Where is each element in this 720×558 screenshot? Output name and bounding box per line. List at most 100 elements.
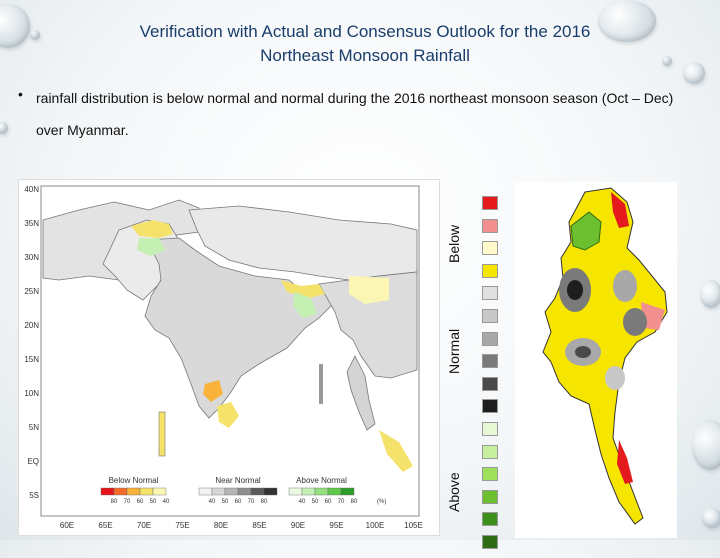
below-normal-region-northeast [611, 192, 629, 228]
slide-title: Verification with Actual and Consensus O… [60, 20, 670, 68]
category-color-swatch [482, 354, 498, 369]
below-normal-legend-tick: 80 [111, 499, 118, 505]
category-label-below: Below [446, 224, 462, 263]
andaman-islands [319, 364, 323, 404]
near-normal-legend-swatch [211, 487, 226, 496]
category-label-above: Above [446, 472, 462, 512]
below-normal-legend-tick: 50 [150, 499, 157, 505]
normal-region-south [605, 366, 625, 390]
latitude-tick-label: 5S [29, 491, 39, 500]
category-color-swatch [482, 241, 498, 256]
latitude-tick-label: 35N [24, 219, 39, 228]
longitude-tick-label: 75E [175, 521, 189, 530]
myanmar-outline [542, 187, 668, 525]
longitude-tick-label: 65E [98, 521, 112, 530]
below-normal-patch-southeast [349, 276, 389, 304]
water-drop-decoration [0, 4, 30, 48]
category-color-swatch [482, 286, 498, 301]
near-normal-legend-tick: 80 [261, 499, 268, 505]
above-normal-legend-swatch [301, 487, 316, 496]
latitude-tick-label: 25N [24, 287, 39, 296]
above-normal-legend-swatch [327, 487, 342, 496]
above-normal-region-north [570, 211, 602, 251]
above-normal-legend-tick: 70 [338, 499, 345, 505]
category-color-swatch [482, 467, 498, 482]
near-normal-legend-swatch [263, 487, 278, 496]
myanmar-rainfall-map [515, 182, 677, 538]
category-color-swatch [482, 196, 498, 210]
longitude-tick-label: 90E [291, 521, 305, 530]
below-normal-legend-swatch [113, 487, 128, 496]
below-normal-region-east [641, 302, 665, 330]
below-normal-patch-east [281, 280, 325, 298]
normal-region-central [613, 270, 637, 302]
category-color-swatch [482, 512, 498, 527]
category-label-normal: Normal [446, 328, 462, 374]
category-color-swatch [482, 489, 498, 504]
latitude-tick-label: 20N [24, 321, 39, 330]
above-normal-legend-tick: 60 [325, 499, 332, 505]
longitude-tick-label: 85E [252, 521, 266, 530]
near-normal-legend-swatch [237, 487, 252, 496]
longitude-tick-label: 70E [137, 521, 151, 530]
normal-core-southwest [575, 346, 591, 358]
below-normal-patch-south-india [203, 380, 223, 402]
longitude-tick-label: 80E [214, 521, 228, 530]
slide-title-line-1: Verification with Actual and Consensus O… [139, 22, 591, 41]
below-normal-legend-tick: 60 [137, 499, 144, 505]
water-drop-decoration [0, 122, 8, 134]
below-normal-region-south [617, 440, 633, 484]
near-normal-legend-tick: 50 [222, 499, 229, 505]
category-color-swatch [482, 444, 498, 459]
water-drop-decoration [598, 0, 656, 42]
above-normal-legend-swatch [314, 487, 329, 496]
latitude-tick-label: EQ [27, 457, 39, 466]
above-normal-legend-tick: 80 [351, 499, 358, 505]
normal-core-west [567, 280, 583, 300]
below-normal-legend-swatch [152, 487, 167, 496]
south-asia-rainfall-map: 40N 35N 30N 25N 20N 15N 10N 5N EQ 5S 60E 65E 70E 75E… [18, 179, 440, 536]
myanmar-map-figure [542, 187, 668, 525]
legend-unit-label: (%) [377, 499, 386, 505]
above-normal-legend-tick: 50 [312, 499, 319, 505]
category-swatch-legend [482, 196, 502, 558]
latitude-tick-label: 15N [24, 355, 39, 364]
category-color-swatch [482, 263, 498, 278]
near-normal-legend-swatch [198, 487, 213, 496]
category-color-swatch [482, 218, 498, 233]
category-color-swatch [482, 331, 498, 346]
water-drop-decoration [683, 62, 705, 84]
normal-region-east [623, 308, 647, 336]
land-region-southeast-asia [318, 271, 418, 379]
below-normal-legend-title: Below Normal [109, 476, 159, 485]
latitude-tick-label: 5N [29, 423, 39, 432]
below-normal-patch-sri-lanka [217, 402, 239, 428]
above-normal-patch-northwest [137, 238, 165, 256]
above-normal-legend-swatch [288, 487, 303, 496]
below-normal-legend-swatch [139, 487, 154, 496]
below-normal-legend-swatch [100, 487, 115, 496]
water-drop-decoration [30, 30, 40, 40]
longitude-tick-label: 60E [60, 521, 74, 530]
category-color-swatch [482, 421, 498, 436]
near-normal-legend-tick: 40 [209, 499, 216, 505]
above-normal-legend-tick: 40 [299, 499, 306, 505]
near-normal-legend-tick: 60 [235, 499, 242, 505]
water-drop-decoration [702, 508, 720, 528]
longitude-tick-label: 105E [404, 521, 423, 530]
water-drop-decoration [692, 420, 720, 470]
water-drop-decoration [662, 56, 672, 66]
category-color-swatch [482, 308, 498, 323]
bullet-marker: • [18, 86, 23, 102]
near-normal-legend-swatch [250, 487, 265, 496]
latitude-tick-label: 10N [24, 389, 39, 398]
below-normal-legend-tick: 40 [163, 499, 170, 505]
category-color-swatch [482, 376, 498, 391]
anomaly-legend: Below Normal 80 70 60 50 40 Near Normal 40 50 60 7… [100, 476, 386, 505]
longitude-tick-label: 100E [366, 521, 385, 530]
below-normal-patch-sumatra [379, 430, 413, 472]
latitude-tick-label: 30N [24, 253, 39, 262]
water-drop-decoration [700, 280, 720, 308]
category-color-swatch [482, 399, 498, 414]
below-normal-legend-tick: 70 [124, 499, 131, 505]
